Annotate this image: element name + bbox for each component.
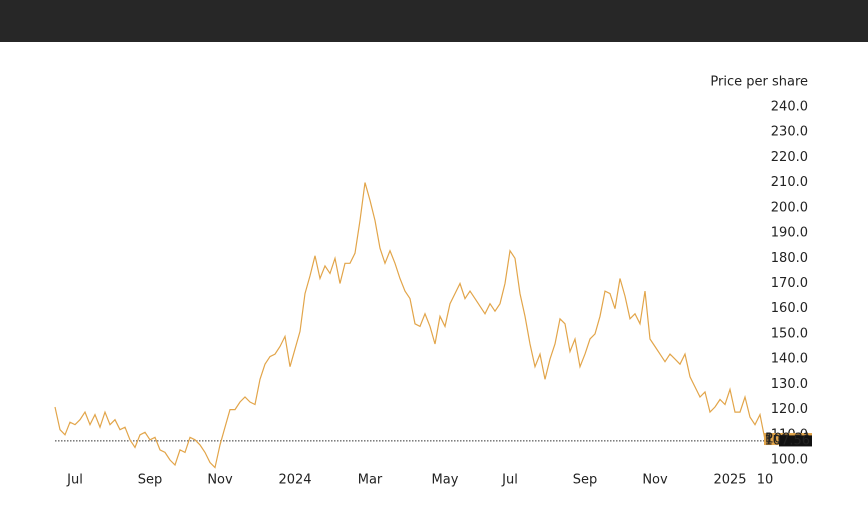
top-bar xyxy=(0,0,868,42)
y-tick-label: 120.0 xyxy=(771,402,808,417)
y-tick-label: 210.0 xyxy=(771,175,808,190)
y-tick-label: 100.0 xyxy=(771,452,808,467)
y-tick-label: 190.0 xyxy=(771,226,808,241)
y-tick-label: 180.0 xyxy=(771,251,808,266)
x-tick-label: 2024 xyxy=(278,473,311,488)
y-tick-label: 240.0 xyxy=(771,100,808,115)
y-axis-label: Price per share xyxy=(710,75,808,90)
y-tick-label: 130.0 xyxy=(771,377,808,392)
x-tick-label: Sep xyxy=(573,473,598,488)
x-tick-label: May xyxy=(432,473,459,488)
x-tick-label: Nov xyxy=(642,473,668,488)
x-tick-label: Nov xyxy=(207,473,233,488)
reference-tag xyxy=(779,435,812,447)
x-tick-label: 2025 xyxy=(713,473,746,488)
y-tick-label: 140.0 xyxy=(771,352,808,367)
y-tick-label: 160.0 xyxy=(771,301,808,316)
reference-price: 107.56 xyxy=(765,433,811,448)
y-tick-label: 200.0 xyxy=(771,200,808,215)
y-tick-label: 170.0 xyxy=(771,276,808,291)
y-tick-label: 230.0 xyxy=(771,125,808,140)
y-tick-label: 220.0 xyxy=(771,150,808,165)
price-line xyxy=(54,182,766,469)
x-tick-label: Jul xyxy=(501,473,518,488)
x-tick-label: 10 xyxy=(757,473,774,488)
x-tick-label: Mar xyxy=(358,473,383,488)
x-tick-label: Jul xyxy=(66,473,83,488)
y-tick-label: 150.0 xyxy=(771,326,808,341)
x-tick-label: Sep xyxy=(138,473,163,488)
